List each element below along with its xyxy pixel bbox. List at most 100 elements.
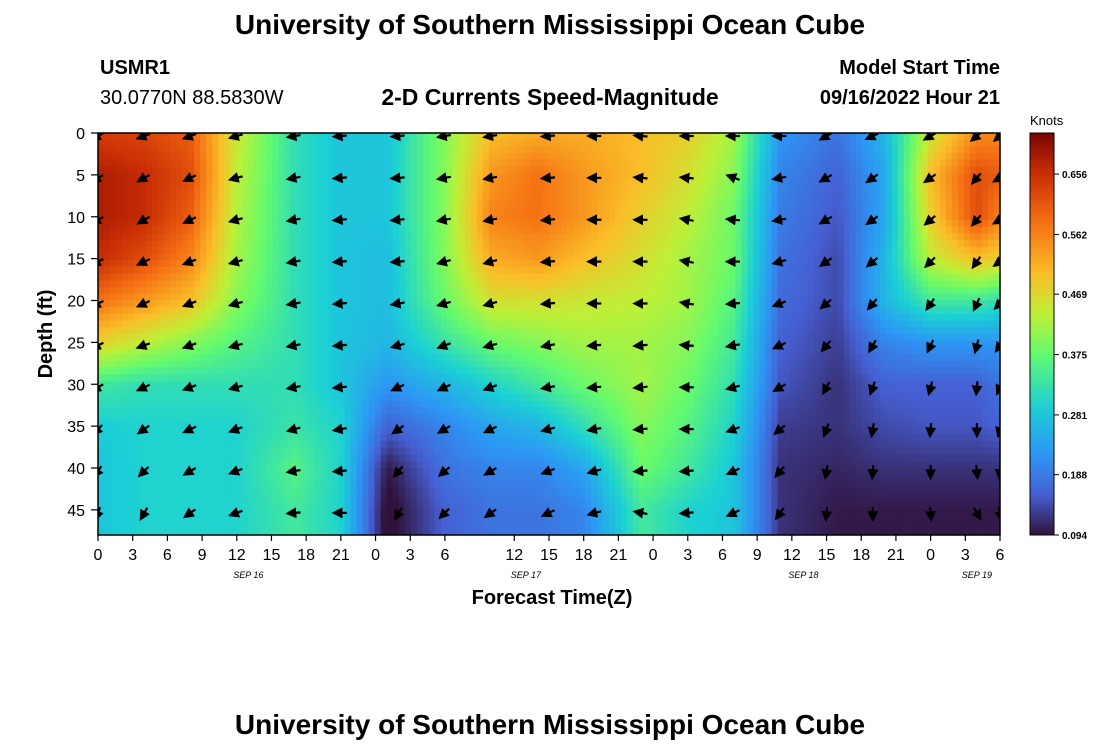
heatmap-cell xyxy=(675,293,682,302)
heatmap-cell xyxy=(344,246,352,255)
heatmap-cell xyxy=(723,240,730,248)
heatmap-cell xyxy=(771,287,779,295)
heatmap-cell xyxy=(591,240,598,248)
heatmap-cell xyxy=(122,347,129,355)
heatmap-cell xyxy=(939,173,947,181)
heatmap-cell xyxy=(140,166,147,174)
heatmap-cell xyxy=(206,240,213,248)
heatmap-cell xyxy=(591,313,598,322)
heatmap-cell xyxy=(152,267,159,275)
heatmap-cell xyxy=(512,260,520,268)
heatmap-cell xyxy=(657,193,664,201)
heatmap-cell xyxy=(741,287,749,295)
heatmap-cell xyxy=(266,267,273,275)
heatmap-cell xyxy=(428,273,436,281)
heatmap-cell xyxy=(422,139,430,147)
heatmap-cell xyxy=(987,186,995,194)
heatmap-cell xyxy=(332,240,340,248)
heatmap-cell xyxy=(915,320,923,328)
heatmap-cell xyxy=(795,334,803,342)
heatmap-cell xyxy=(615,206,622,214)
heatmap-cell xyxy=(374,139,382,147)
heatmap-cell xyxy=(663,233,670,241)
heatmap-cell xyxy=(723,179,730,188)
heatmap-cell xyxy=(158,300,165,308)
heatmap-cell xyxy=(675,179,682,188)
heatmap-cell xyxy=(236,334,243,342)
heatmap-cell xyxy=(380,347,388,355)
heatmap-cell xyxy=(783,200,791,208)
heatmap-cell xyxy=(194,253,201,261)
heatmap-cell xyxy=(446,193,454,201)
heatmap-cell xyxy=(735,240,743,248)
heatmap-cell xyxy=(518,173,526,181)
heatmap-cell xyxy=(849,213,857,221)
heatmap-cell xyxy=(122,206,129,214)
heatmap-cell xyxy=(705,267,712,275)
heatmap-cell xyxy=(825,267,833,275)
heatmap-cell xyxy=(206,340,213,348)
heatmap-cell xyxy=(975,280,983,288)
heatmap-cell xyxy=(452,300,460,308)
heatmap-cell xyxy=(615,293,622,302)
heatmap-cell xyxy=(350,226,358,235)
heatmap-cell xyxy=(530,246,538,255)
heatmap-cell xyxy=(452,320,460,328)
heatmap-cell xyxy=(506,313,514,322)
heatmap-cell xyxy=(518,260,526,268)
heatmap-cell xyxy=(777,273,785,281)
heatmap-cell xyxy=(759,327,767,335)
heatmap-cell xyxy=(302,340,310,348)
heatmap-cell xyxy=(230,200,237,208)
heatmap-cell xyxy=(651,280,658,288)
heatmap-cell xyxy=(591,246,598,255)
heatmap-cell xyxy=(140,347,147,355)
heatmap-cell xyxy=(446,179,454,188)
page-title: University of Southern Mississippi Ocean… xyxy=(234,9,866,40)
heatmap-cell xyxy=(440,293,448,302)
heatmap-cell xyxy=(446,313,454,322)
heatmap-cell xyxy=(801,193,809,201)
heatmap-cell xyxy=(807,233,815,241)
heatmap-cell xyxy=(404,307,412,315)
heatmap-cell xyxy=(723,334,730,342)
heatmap-cell xyxy=(891,240,899,248)
heatmap-cell xyxy=(873,233,881,241)
heatmap-cell xyxy=(579,206,586,214)
heatmap-cell xyxy=(987,139,995,147)
heatmap-cell xyxy=(729,347,737,355)
heatmap-cell xyxy=(272,260,279,268)
heatmap-cell xyxy=(212,193,219,201)
heatmap-cell xyxy=(212,146,219,154)
heatmap-cell xyxy=(398,166,406,174)
heatmap-cell xyxy=(542,146,550,154)
heatmap-cell xyxy=(242,139,249,147)
heatmap-cell xyxy=(260,293,267,302)
heatmap-cell xyxy=(236,320,243,328)
heatmap-cell xyxy=(921,334,929,342)
heatmap-cell xyxy=(104,307,111,315)
heatmap-cell xyxy=(795,159,803,168)
heatmap-cell xyxy=(651,220,658,228)
heatmap-cell xyxy=(428,320,436,328)
heatmap-cell xyxy=(867,313,875,322)
heatmap-cell xyxy=(867,287,875,295)
heatmap-cell xyxy=(861,166,869,174)
heatmap-cell xyxy=(338,220,346,228)
heatmap-cell xyxy=(753,226,761,235)
heatmap-cell xyxy=(807,159,815,168)
heatmap-cell xyxy=(657,327,664,335)
heatmap-cell xyxy=(440,347,448,355)
heatmap-cell xyxy=(591,193,598,201)
heatmap-cell xyxy=(530,340,538,348)
heatmap-cell xyxy=(861,206,869,214)
heatmap-cell xyxy=(609,226,616,235)
heatmap-cell xyxy=(855,347,863,355)
heatmap-cell xyxy=(464,146,472,154)
heatmap-cell xyxy=(494,260,502,268)
heatmap-cell xyxy=(903,334,911,342)
heatmap-cell xyxy=(482,334,490,342)
heatmap-cell xyxy=(464,246,472,255)
heatmap-cell xyxy=(188,200,195,208)
heatmap-cell xyxy=(933,159,941,168)
